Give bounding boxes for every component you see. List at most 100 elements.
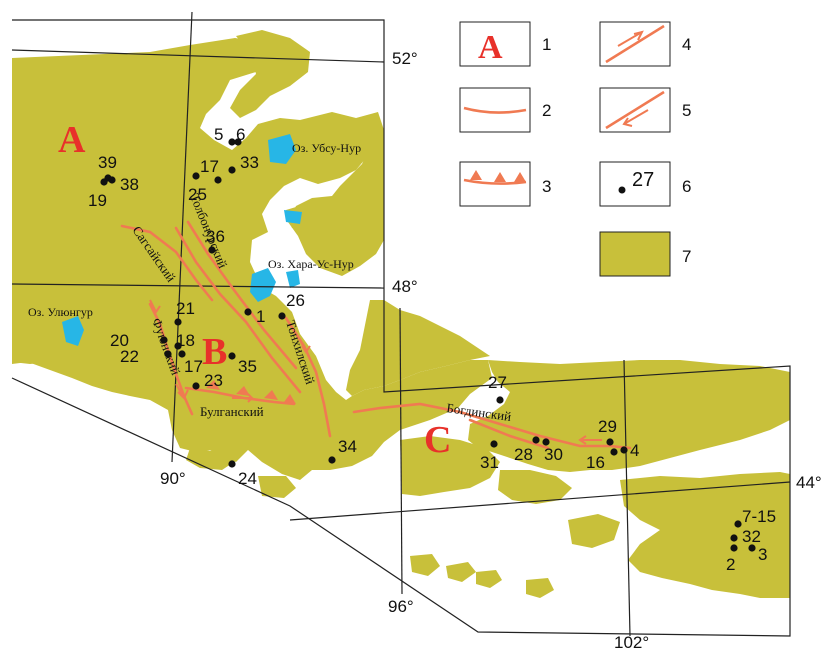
site-dot [730,534,738,542]
site-label: 2 [726,555,735,574]
site-label: 35 [238,357,257,376]
site-label: 34 [338,437,357,456]
site-dot [606,438,614,446]
site-label: 1 [256,307,265,326]
site-label: 29 [598,417,617,436]
site-dot-icon [618,186,626,194]
khara-us-lake-label: Оз. Хара-Ус-Нур [268,257,354,271]
site-dot [164,350,172,358]
site-label: 36 [206,227,225,246]
site-dot [208,246,216,254]
site-dot [228,352,236,360]
legend-1-symbol: A [478,29,503,66]
lon90-label: 90° [160,469,186,488]
ulungur-lake-label: Оз. Улюнгур [28,305,93,319]
site-dot [108,176,116,184]
site-dot [730,544,738,552]
lat52-label: 52° [392,49,418,68]
lon96-label: 96° [388,597,414,616]
legend-3-num: 3 [542,177,551,196]
khara-us-lake [250,268,276,302]
sagsai-fault [120,224,214,302]
legend-1-num: 1 [542,35,551,54]
site-label: 27 [488,373,507,392]
site-label: 28 [514,445,533,464]
site-dot [610,448,618,456]
legend-6-symbol: 27 [632,169,654,191]
bulgan-fault-label: Булганский [200,404,264,419]
site-dot [178,350,186,358]
site-label: 18 [176,331,195,350]
site-label: 6 [236,125,245,144]
site-dot [214,176,222,184]
legend-box-1 [459,21,531,67]
site-dot [542,438,550,446]
legend-6-num: 6 [682,177,691,196]
site-label: 7-15 [742,507,776,526]
lon102-label: 102° [614,633,649,652]
map-frame [11,11,791,637]
site-dot [228,138,236,146]
thrust-tooth-icon [470,170,482,180]
lat48-label: 48° [392,277,418,296]
site-dot [100,178,108,186]
site-dot [328,456,336,464]
site-label: 3 [758,545,767,564]
site-label: 26 [286,291,305,310]
site-label: 17 [184,357,203,376]
site-dot [532,436,540,444]
lat44-label: 44° [796,473,822,492]
fuyun-fault [148,302,194,416]
site-label: 39 [98,153,117,172]
site-dot [748,544,756,552]
site-dot [234,138,242,146]
site-dot [620,446,628,454]
tonkhil-fault [284,316,332,438]
site-label: 33 [240,153,259,172]
legend-fault-line [463,106,527,114]
site-dot [734,520,742,528]
legend-7-num: 7 [682,247,691,266]
uvs-lake-label: Оз. Убсу-Нур [292,141,361,155]
site-label: 19 [88,191,107,210]
site-dot [192,172,200,180]
zone-c-label: C [424,419,451,461]
site-label: 20 [110,331,129,350]
ulungur-lake [62,316,84,346]
thrust-teeth [206,380,296,404]
site-dot [192,382,200,390]
site-dot [244,308,252,316]
site-label: 38 [120,175,139,194]
site-dot [174,342,182,350]
legend-4-num: 4 [682,35,691,54]
site-label: 32 [742,527,761,546]
lakes [62,134,302,346]
site-dot [160,336,168,344]
site-label: 21 [176,299,195,318]
site-label: 25 [188,185,207,204]
zone-b-label: B [202,331,227,373]
land-areas [12,30,790,598]
site-dot [496,396,504,404]
site-dot [228,460,236,468]
site-label: 16 [586,453,605,472]
site-label: 24 [238,469,257,488]
site-label: 31 [480,453,499,472]
site-label: 17 [200,157,219,176]
uvs-lake [268,134,296,164]
slip-arrows [149,299,602,445]
legend-5-num: 5 [682,101,691,120]
tolbonur-fault [174,226,302,394]
site-dot [278,312,286,320]
site-dot [228,166,236,174]
legend: A 1 2 3 4 5 27 6 7 [459,21,691,277]
site-label: 23 [204,371,223,390]
site-dot [490,440,498,448]
dextral-fault-icon [605,24,665,64]
site-label: 5 [214,125,223,144]
faults [120,220,632,450]
legend-box-7 [599,231,671,277]
legend-box-6 [599,161,671,207]
